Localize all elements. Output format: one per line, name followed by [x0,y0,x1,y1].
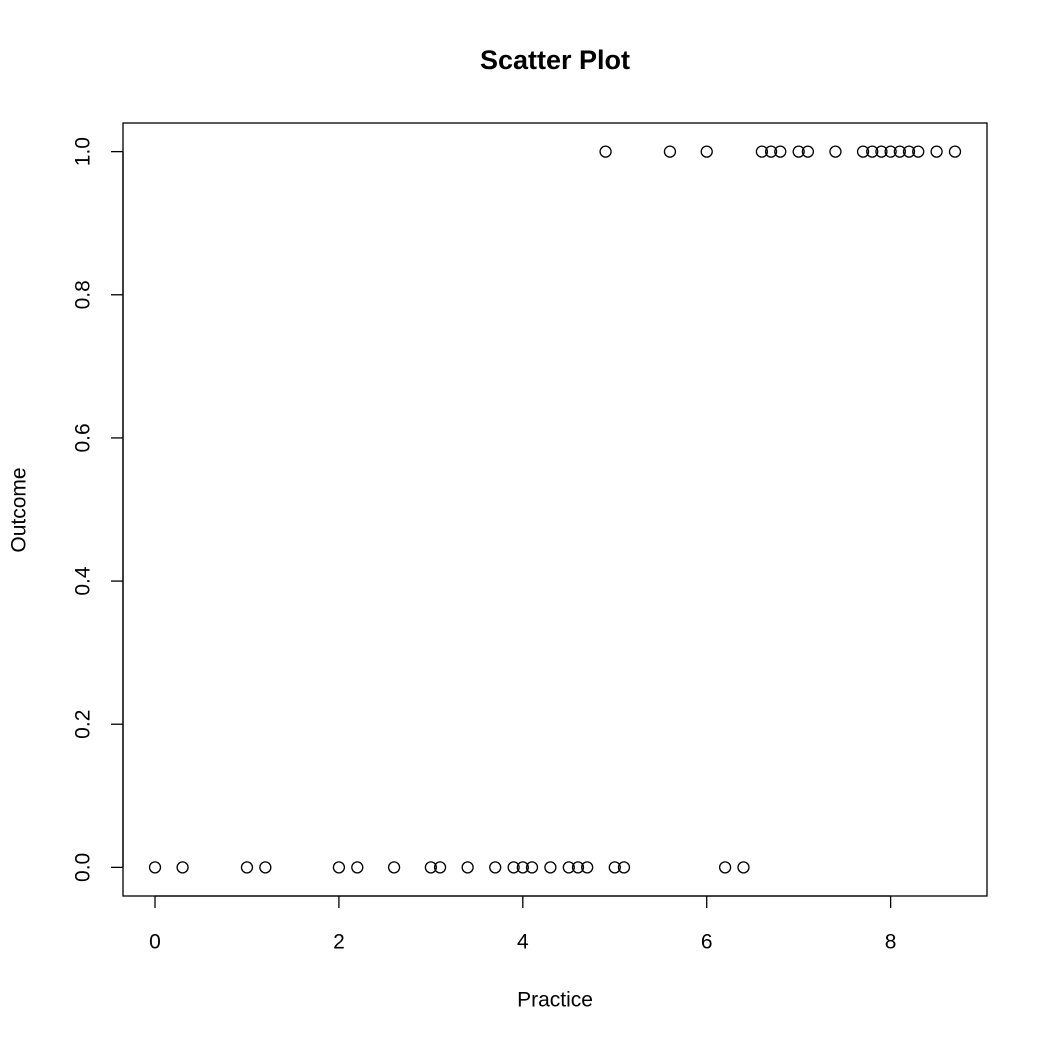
point [755,145,769,158]
x-tick-label: 6 [701,931,713,954]
point [948,145,962,158]
point [332,861,346,874]
x-tick-label: 4 [517,931,529,954]
y-tick-label: 0.8 [72,280,95,309]
x-tick-label: 2 [333,931,345,954]
point [718,861,732,874]
point [930,145,943,158]
point [507,861,520,874]
point [387,861,401,874]
point [433,861,447,874]
point [581,861,594,874]
point [351,861,364,874]
point [893,145,906,158]
x-tick-label: 8 [885,931,897,954]
point [608,861,621,874]
y-tick-label: 1.0 [72,137,95,166]
y-tick-label: 0.2 [72,710,95,739]
point [792,145,805,158]
point [571,861,585,874]
point [516,861,529,874]
point [599,145,612,158]
point [489,861,502,874]
point [866,145,879,158]
point [663,145,677,158]
y-axis-label: Outcome [8,467,31,552]
point [562,861,575,874]
point [856,145,870,158]
point [764,145,778,158]
y-tick-label: 0.4 [72,566,95,596]
point [176,861,189,874]
chart-title: Scatter Plot [480,45,630,75]
point [902,145,916,158]
point [700,145,713,158]
point [525,861,539,874]
point [801,145,815,158]
plot-box [122,122,988,897]
x-tick-label: 0 [149,931,161,954]
point [912,145,925,158]
point [829,145,842,158]
point [148,861,162,874]
point [240,861,254,874]
point [424,861,438,874]
point [884,145,897,158]
point [774,145,787,158]
y-tick-label: 0.0 [72,853,95,882]
point [259,861,272,874]
y-tick-label: 0.6 [72,423,95,452]
point [461,861,474,874]
point [617,861,631,874]
point [544,861,557,874]
point [875,145,888,158]
point [737,861,750,874]
x-axis-label: Practice [517,989,593,1012]
